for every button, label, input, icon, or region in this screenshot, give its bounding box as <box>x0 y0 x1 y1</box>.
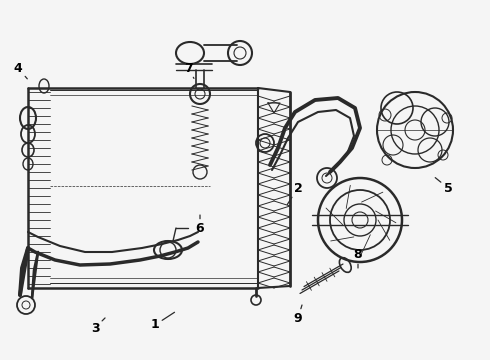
Text: 7: 7 <box>184 62 194 78</box>
Text: 4: 4 <box>14 62 27 79</box>
Text: 5: 5 <box>435 177 452 194</box>
Text: 3: 3 <box>91 318 105 334</box>
Text: 9: 9 <box>294 305 302 324</box>
Text: 6: 6 <box>196 215 204 234</box>
Text: 2: 2 <box>287 181 302 204</box>
Text: 8: 8 <box>354 248 362 268</box>
Text: 1: 1 <box>150 312 174 332</box>
